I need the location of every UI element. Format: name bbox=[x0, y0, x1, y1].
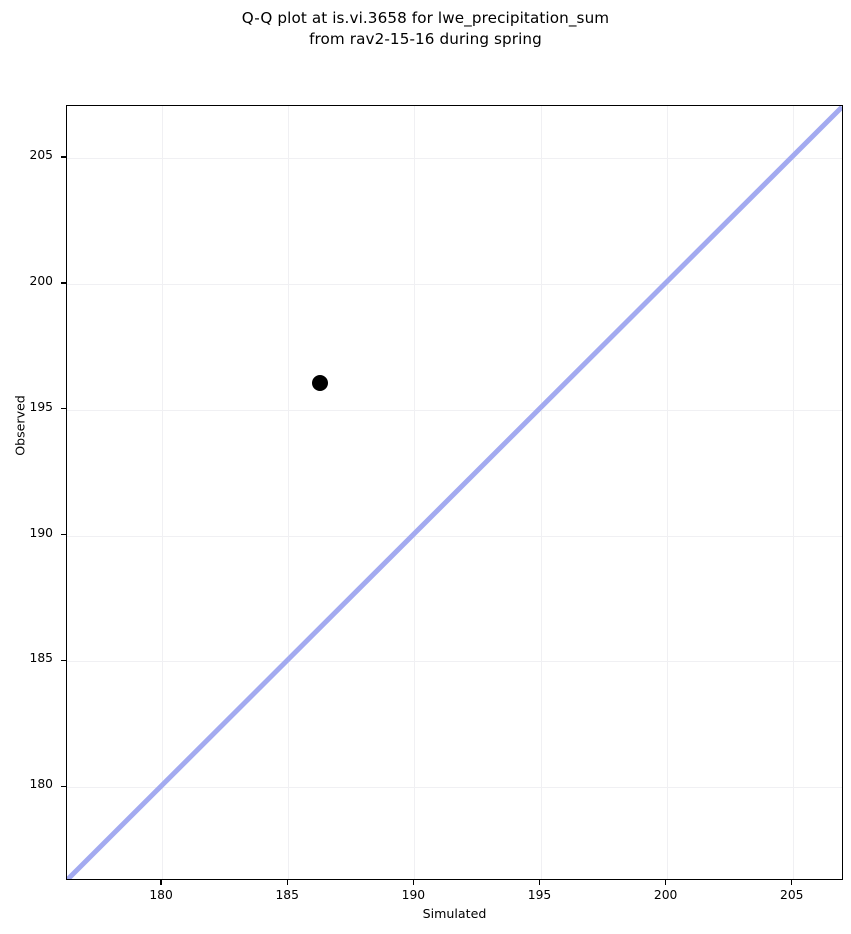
identity-reference-line bbox=[67, 106, 842, 879]
x-tick-mark bbox=[412, 880, 415, 885]
gridline-horizontal bbox=[67, 409, 842, 411]
x-tick-mark bbox=[665, 880, 667, 885]
gridline-vertical bbox=[792, 106, 794, 879]
y-tick-label: 180 bbox=[29, 777, 53, 792]
y-axis-label: Observed bbox=[12, 395, 28, 456]
x-tick-label: 180 bbox=[149, 888, 173, 902]
y-tick-label: 195 bbox=[29, 399, 53, 414]
y-tick-mark bbox=[61, 659, 66, 661]
gridline-vertical bbox=[540, 106, 542, 879]
plot-area[interactable] bbox=[66, 105, 843, 880]
gridline-horizontal bbox=[67, 535, 842, 537]
chart-title: Q-Q plot at is.vi.3658 for lwe_precipita… bbox=[241, 9, 610, 48]
y-tick-mark bbox=[61, 282, 66, 284]
y-tick-label: 190 bbox=[29, 525, 53, 540]
gridline-horizontal bbox=[67, 661, 842, 663]
gridline-horizontal bbox=[67, 283, 842, 285]
data-point-marker bbox=[311, 374, 328, 391]
x-tick-label: 190 bbox=[401, 888, 426, 902]
x-tick-label: 205 bbox=[780, 888, 804, 902]
y-tick-mark bbox=[61, 785, 66, 787]
x-tick-label: 185 bbox=[275, 888, 299, 902]
x-tick-mark bbox=[791, 880, 793, 885]
gridline-vertical bbox=[666, 106, 668, 879]
x-tick-label: 195 bbox=[527, 888, 552, 902]
gridline-vertical bbox=[414, 106, 416, 879]
y-tick-label: 185 bbox=[29, 651, 53, 666]
y-tick-mark bbox=[61, 533, 66, 536]
y-tick-mark bbox=[61, 408, 66, 410]
y-tick-label: 200 bbox=[29, 273, 53, 288]
x-tick-mark bbox=[538, 880, 541, 885]
gridline-vertical bbox=[288, 106, 290, 879]
y-tick-label: 205 bbox=[29, 148, 53, 163]
x-tick-label: 200 bbox=[653, 888, 678, 902]
gridline-horizontal bbox=[67, 787, 842, 789]
gridline-horizontal bbox=[67, 158, 842, 160]
gridline-vertical bbox=[162, 106, 164, 879]
y-tick-mark bbox=[61, 156, 66, 158]
x-tick-mark bbox=[160, 880, 162, 885]
x-tick-mark bbox=[286, 880, 288, 885]
x-axis-label: Simulated bbox=[422, 906, 487, 921]
